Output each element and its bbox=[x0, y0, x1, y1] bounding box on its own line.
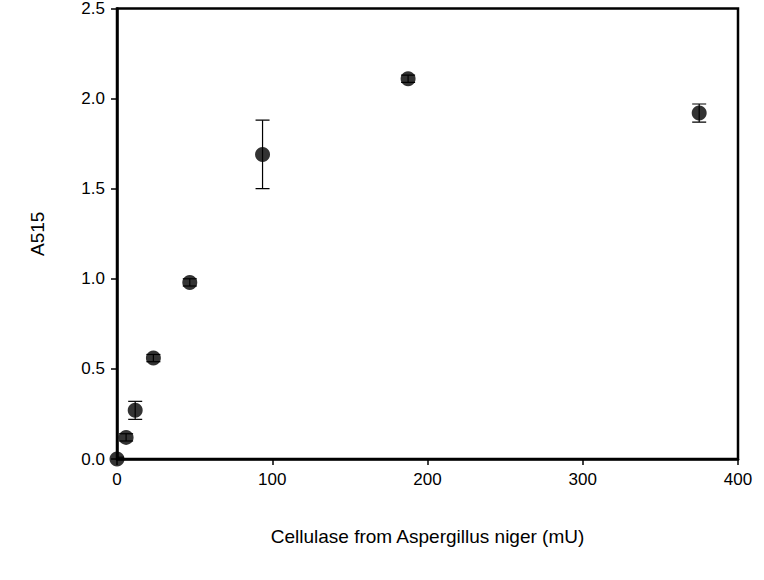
svg-text:400: 400 bbox=[724, 470, 752, 489]
svg-text:Cellulase from Aspergillus nig: Cellulase from Aspergillus niger (mU) bbox=[271, 526, 585, 547]
svg-text:200: 200 bbox=[413, 470, 441, 489]
svg-text:2.5: 2.5 bbox=[81, 0, 105, 18]
svg-text:0.0: 0.0 bbox=[81, 450, 105, 469]
svg-text:2.0: 2.0 bbox=[81, 89, 105, 108]
svg-text:1.0: 1.0 bbox=[81, 269, 105, 288]
svg-text:100: 100 bbox=[258, 470, 286, 489]
svg-text:A515: A515 bbox=[27, 212, 48, 256]
svg-text:0: 0 bbox=[112, 470, 121, 489]
svg-text:300: 300 bbox=[569, 470, 597, 489]
svg-text:0.5: 0.5 bbox=[81, 359, 105, 378]
svg-text:1.5: 1.5 bbox=[81, 179, 105, 198]
